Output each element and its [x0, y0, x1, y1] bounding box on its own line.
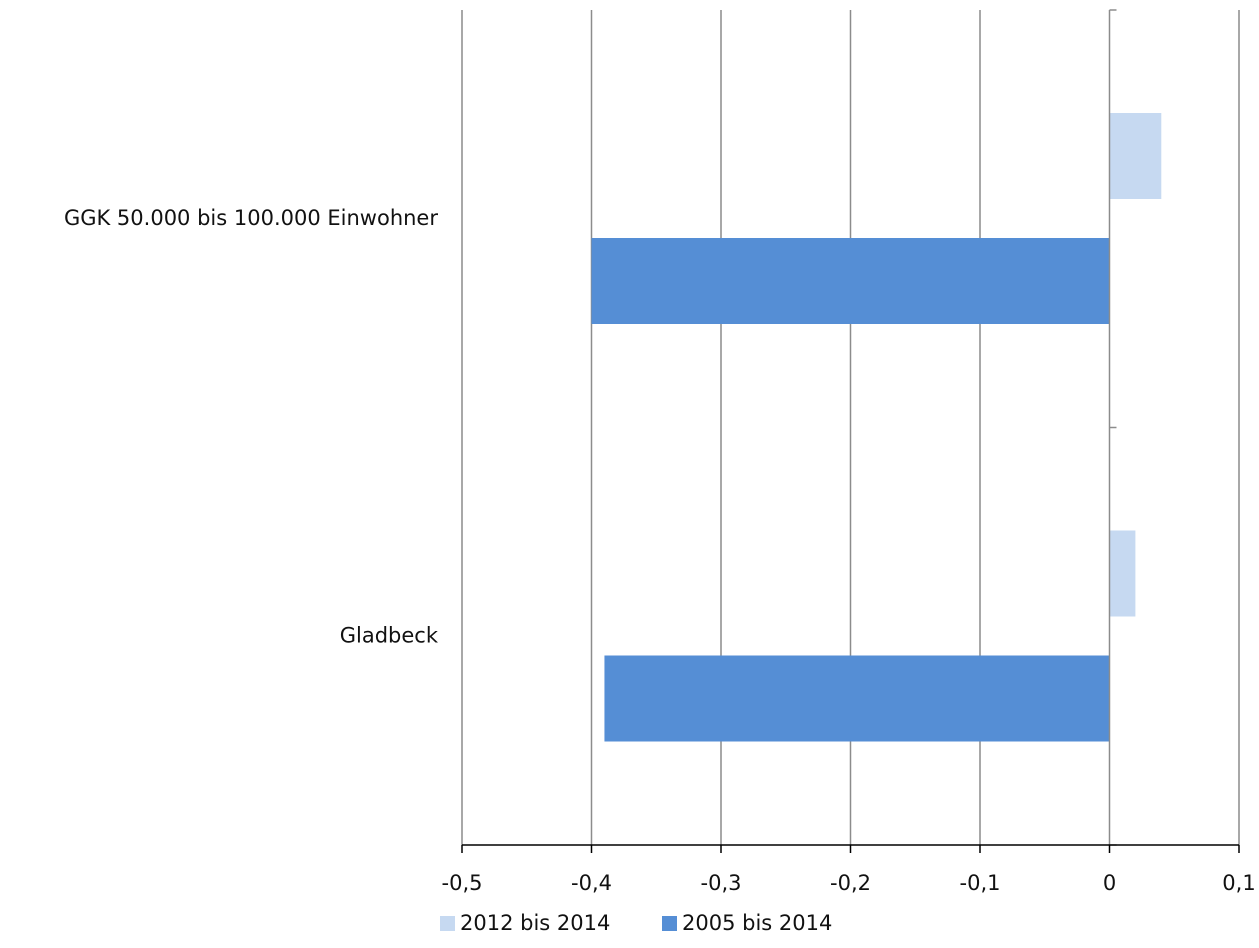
- bar-1-series-1: [1109, 113, 1162, 199]
- x-tick-label-1: -0,4: [571, 871, 612, 895]
- category-labels: GGK 50.000 bis 100.000 Einwohner Gladbeck: [64, 206, 439, 648]
- bar-2-series-1: [1109, 530, 1136, 617]
- axes: [461, 9, 1240, 853]
- x-tick-labels: -0,5 -0,4 -0,3 -0,2 -0,1 0 0,1: [442, 871, 1256, 895]
- bar-1-series-2: [591, 238, 1110, 324]
- legend-label-1: 2012 bis 2014: [460, 911, 610, 935]
- gridlines: [461, 10, 1240, 845]
- bar-2-series-2: [604, 655, 1110, 742]
- x-tick-label-2: -0,3: [701, 871, 742, 895]
- x-tick-label-0: -0,5: [442, 871, 483, 895]
- x-tick-label-3: -0,2: [830, 871, 871, 895]
- legend-swatch-1: [440, 916, 455, 931]
- legend: 2012 bis 2014 2005 bis 2014: [440, 911, 832, 935]
- x-tick-label-6: 0,1: [1222, 871, 1255, 895]
- category-label-2: Gladbeck: [340, 624, 439, 648]
- legend-swatch-2: [662, 916, 677, 931]
- legend-label-2: 2005 bis 2014: [682, 911, 832, 935]
- x-tick-label-5: 0: [1103, 871, 1116, 895]
- bars: [591, 113, 1162, 742]
- x-tick-label-4: -0,1: [960, 871, 1001, 895]
- category-label-1: GGK 50.000 bis 100.000 Einwohner: [64, 206, 438, 230]
